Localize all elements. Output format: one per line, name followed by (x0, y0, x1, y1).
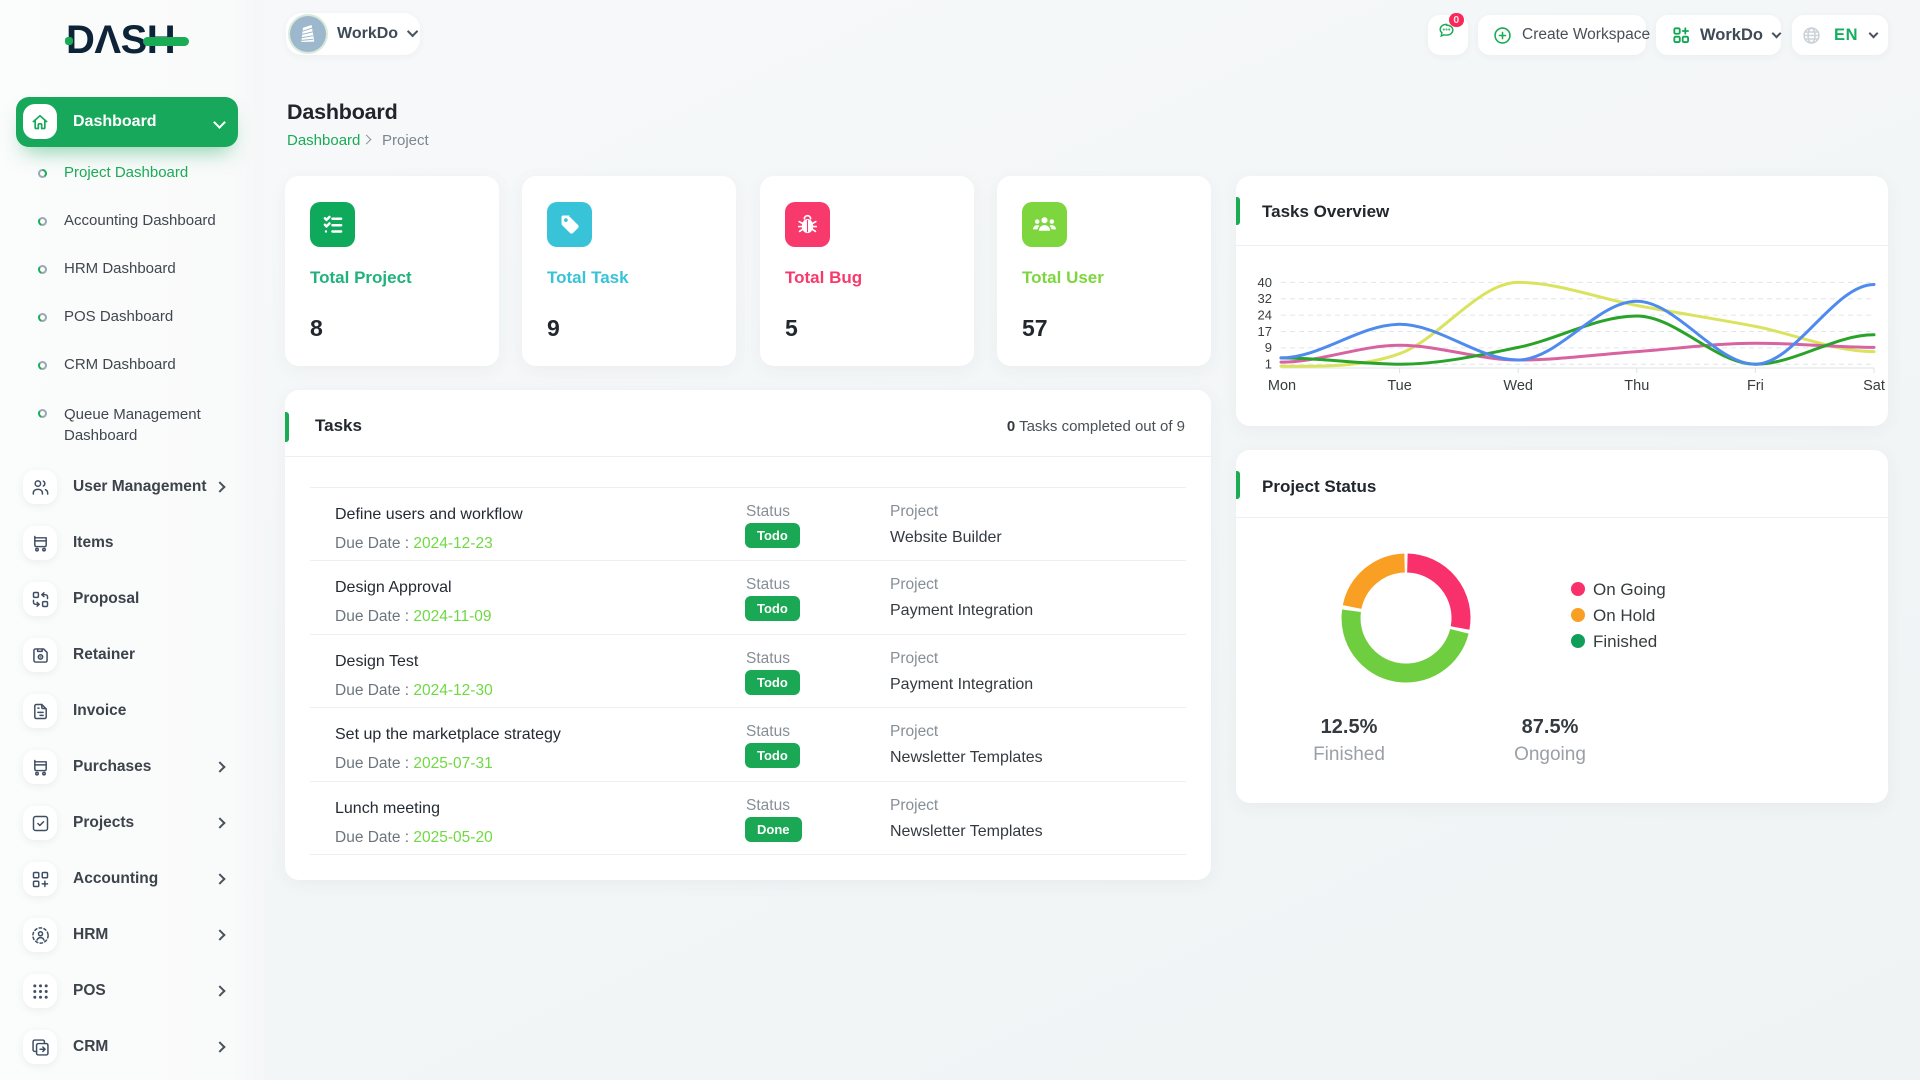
svg-text:1: 1 (1265, 357, 1272, 372)
svg-text:Tue: Tue (1387, 378, 1411, 394)
svg-text:Thu: Thu (1624, 378, 1649, 394)
svg-text:Finished: Finished (1593, 632, 1657, 651)
svg-text:Ongoing: Ongoing (1514, 744, 1586, 765)
svg-text:9: 9 (1265, 340, 1272, 355)
svg-text:On Hold: On Hold (1593, 606, 1655, 625)
svg-text:24: 24 (1258, 308, 1272, 323)
svg-text:32: 32 (1258, 291, 1272, 306)
svg-text:Sat: Sat (1863, 378, 1885, 394)
svg-text:Fri: Fri (1747, 378, 1764, 394)
svg-text:40: 40 (1258, 275, 1272, 290)
svg-text:Finished: Finished (1313, 744, 1385, 765)
svg-text:17: 17 (1258, 324, 1272, 339)
svg-text:Mon: Mon (1268, 378, 1296, 394)
svg-text:Wed: Wed (1503, 378, 1533, 394)
svg-text:On Going: On Going (1593, 580, 1666, 599)
svg-text:87.5%: 87.5% (1522, 716, 1579, 738)
svg-text:12.5%: 12.5% (1321, 716, 1378, 738)
